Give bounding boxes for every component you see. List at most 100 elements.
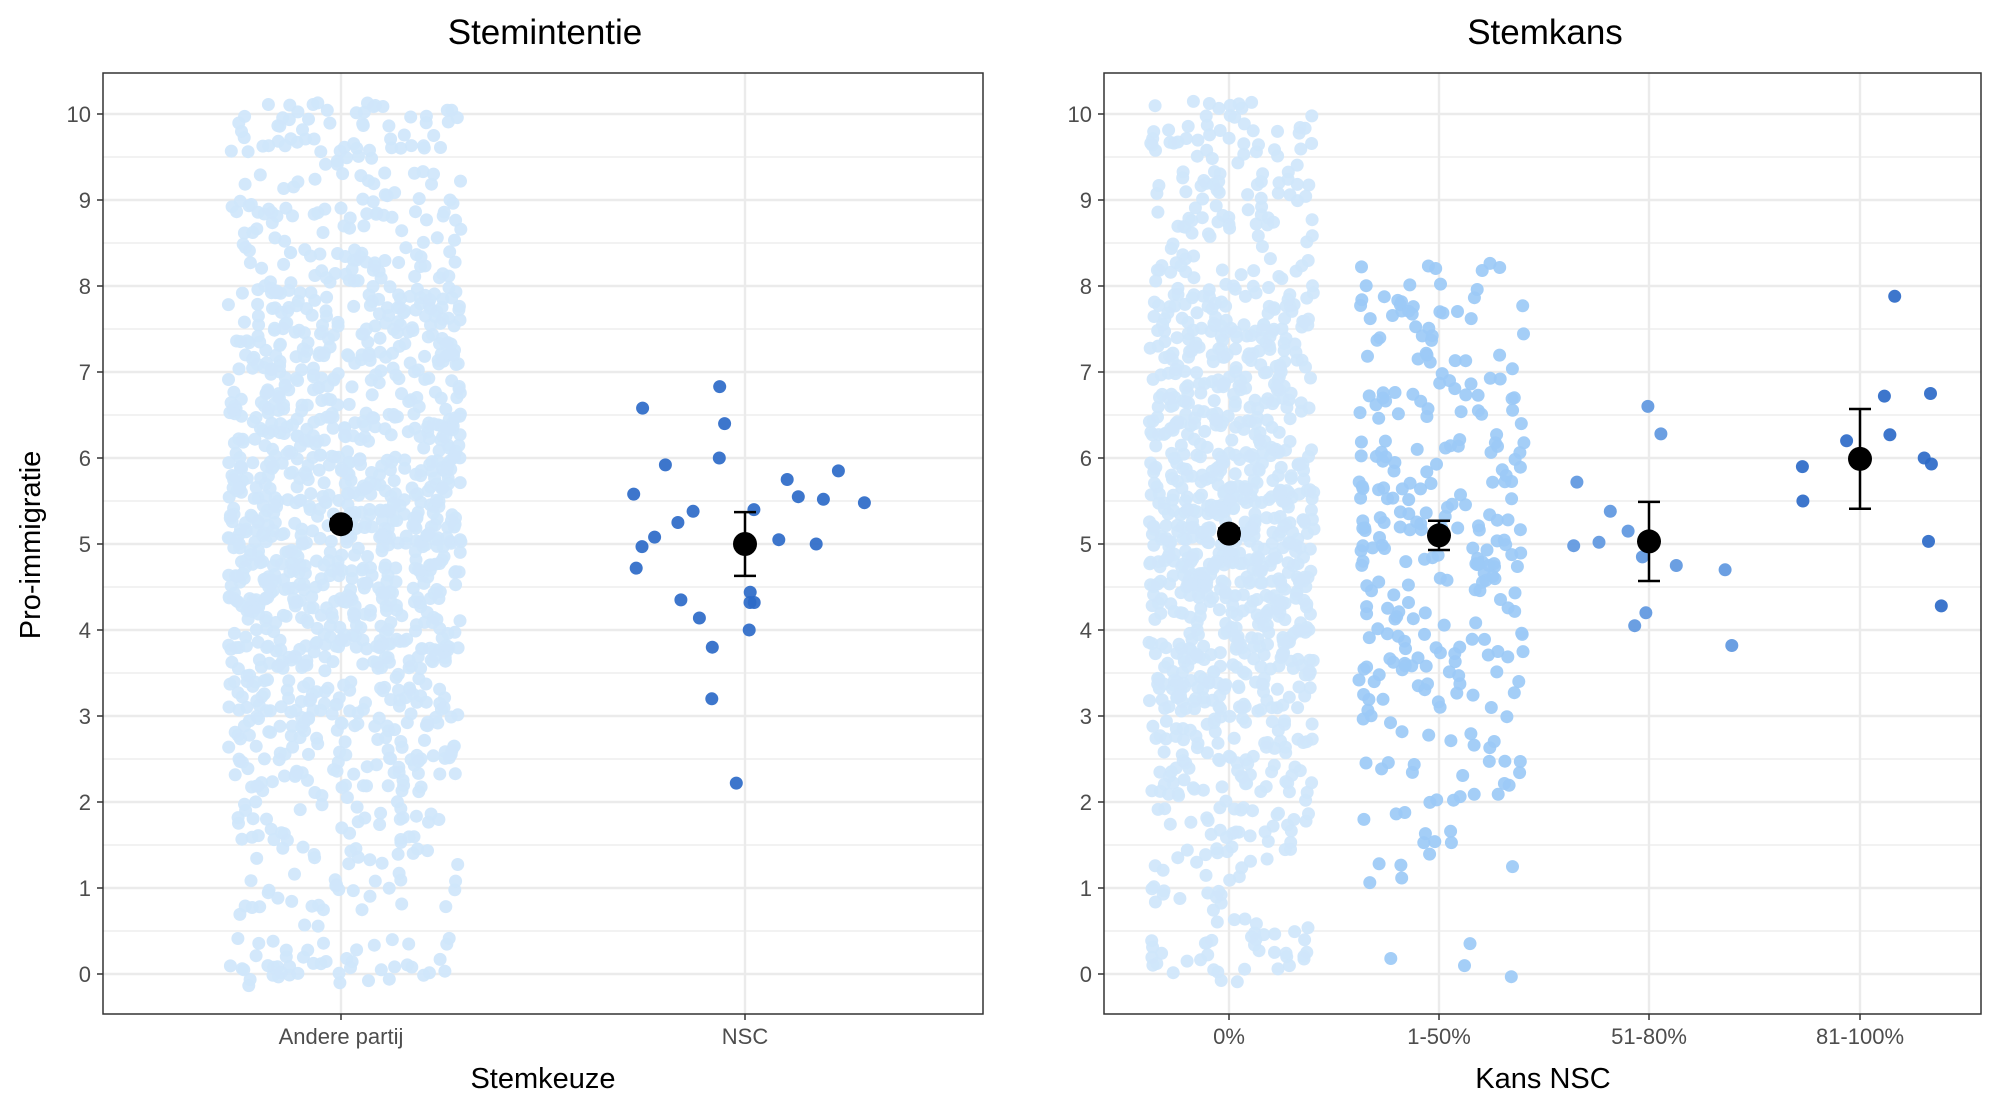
data-point [340, 791, 354, 804]
data-point [382, 972, 396, 986]
data-point [1507, 686, 1521, 700]
data-point [1190, 149, 1204, 163]
data-point [421, 844, 434, 858]
data-point [369, 207, 383, 221]
data-point [382, 881, 396, 895]
data-point [367, 655, 381, 669]
data-point [307, 132, 321, 146]
data-point [1934, 599, 1948, 613]
data-point [1191, 133, 1205, 147]
data-point [368, 874, 382, 888]
data-point [636, 401, 650, 415]
data-point [1190, 855, 1204, 869]
data-point [1182, 396, 1195, 410]
data-point [440, 103, 454, 117]
data-point [1196, 691, 1210, 705]
x-tick-label: Andere partij [279, 1024, 404, 1049]
data-point [1307, 485, 1321, 499]
data-point [387, 496, 400, 510]
data-point [358, 607, 372, 621]
data-point [279, 545, 293, 559]
data-point [392, 372, 406, 386]
data-point [450, 391, 464, 405]
data-point [1152, 299, 1166, 312]
data-point [1472, 519, 1485, 533]
data-point [1451, 439, 1465, 453]
data-point [416, 165, 430, 179]
data-point [424, 558, 438, 572]
data-point [430, 493, 443, 507]
data-point [1148, 476, 1161, 490]
data-point [1359, 756, 1373, 770]
data-point [253, 168, 267, 182]
data-point [361, 550, 374, 563]
data-point [1372, 575, 1386, 589]
data-point [232, 537, 246, 551]
data-point [1360, 660, 1374, 674]
data-point [424, 653, 438, 667]
data-point [378, 166, 392, 180]
data-point [386, 586, 399, 600]
data-point [261, 886, 275, 900]
data-point [1459, 354, 1473, 368]
data-point [317, 627, 331, 641]
data-point [265, 775, 279, 789]
data-point [1187, 249, 1201, 263]
data-point [352, 149, 365, 163]
data-point [1195, 526, 1209, 540]
data-point [1215, 450, 1228, 464]
data-point [1354, 299, 1368, 312]
data-point [1230, 975, 1244, 989]
data-point [253, 335, 267, 349]
data-point [442, 931, 456, 945]
data-point [443, 193, 457, 207]
data-point [248, 432, 262, 446]
data-point [1207, 963, 1221, 977]
data-point [1237, 117, 1251, 131]
data-point [1381, 601, 1395, 615]
data-point [290, 480, 304, 494]
data-point [1166, 966, 1180, 980]
data-point [328, 267, 342, 280]
data-point [1220, 831, 1233, 844]
data-point [360, 760, 374, 774]
data-point [1419, 659, 1433, 673]
data-point [261, 639, 275, 653]
data-point [293, 286, 307, 300]
data-point [295, 720, 309, 734]
data-point [1293, 624, 1307, 638]
data-point [285, 719, 299, 733]
data-point [1249, 416, 1262, 430]
data-point [299, 468, 313, 482]
data-point [284, 276, 298, 290]
data-point [1394, 858, 1408, 872]
data-point [1245, 95, 1259, 109]
data-point [383, 530, 396, 544]
data-point [1289, 545, 1303, 558]
data-point [1260, 413, 1274, 427]
data-point [244, 198, 258, 211]
data-point [382, 119, 396, 133]
data-point [1257, 928, 1271, 942]
data-point [1484, 701, 1498, 714]
data-point [1151, 596, 1165, 610]
data-point [246, 679, 260, 693]
data-point [1490, 428, 1504, 442]
data-point [1190, 306, 1204, 320]
data-point [1398, 659, 1412, 673]
y-tick-label: 10 [1068, 102, 1092, 127]
data-point [1301, 921, 1315, 935]
data-point [268, 231, 282, 245]
data-point [222, 456, 236, 470]
data-point [409, 467, 423, 481]
data-point [266, 934, 280, 948]
data-point [378, 422, 392, 436]
data-point [1437, 618, 1451, 632]
data-point [442, 311, 456, 325]
data-point [246, 812, 260, 826]
data-point [221, 298, 235, 312]
data-point [301, 711, 315, 725]
data-point [1418, 827, 1432, 841]
data-point [235, 962, 249, 976]
data-point [1363, 312, 1377, 326]
